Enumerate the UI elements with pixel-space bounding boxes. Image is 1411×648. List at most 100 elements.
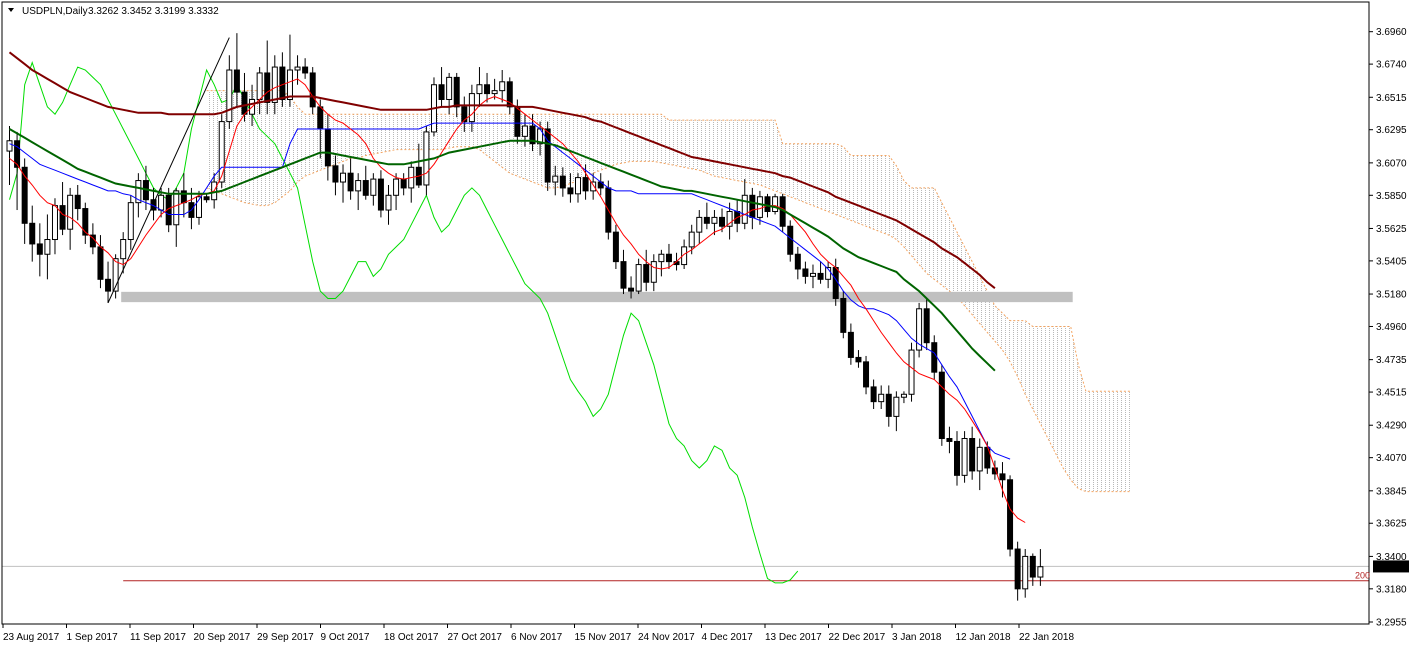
chikou-span	[9, 61, 799, 584]
candle	[643, 249, 650, 292]
candle	[309, 67, 316, 115]
candle-body	[105, 278, 112, 292]
candle	[203, 193, 210, 203]
candle-body	[1014, 548, 1021, 590]
x-tick-label: 15 Nov 2017	[575, 632, 632, 643]
candle	[938, 364, 945, 446]
candle	[385, 184, 392, 225]
candle	[82, 202, 89, 244]
candle-body	[294, 66, 301, 71]
candle-body	[931, 342, 938, 373]
candle	[196, 190, 202, 225]
candle	[6, 126, 13, 185]
candle-body	[650, 261, 657, 283]
candle-body	[385, 194, 392, 211]
candle-body	[21, 166, 28, 224]
candle-body	[446, 76, 453, 100]
candle-body	[916, 308, 923, 351]
kumo-span-a	[206, 146, 1132, 493]
candle-body	[628, 287, 635, 292]
candle-body	[241, 91, 248, 115]
y-tick-label: 3.6960	[1376, 27, 1407, 38]
x-tick-label: 20 Sep 2017	[194, 632, 251, 643]
y-tick-label: 3.3180	[1376, 584, 1407, 595]
candle-body	[900, 393, 907, 398]
candle-body	[559, 175, 566, 189]
candle	[817, 261, 824, 284]
candle	[658, 249, 665, 277]
candle-body	[908, 349, 915, 395]
candle-body	[832, 267, 839, 299]
candle	[302, 58, 309, 79]
candle-body	[324, 128, 331, 167]
candle-body	[514, 106, 521, 137]
candle	[809, 264, 816, 289]
candle-body	[976, 446, 983, 472]
y-tick-label: 3.5850	[1376, 191, 1407, 202]
candle	[362, 165, 369, 200]
candle-body	[6, 140, 13, 152]
x-tick-label: 1 Sep 2017	[67, 632, 119, 643]
candle-body	[726, 211, 733, 227]
candle-body	[461, 106, 468, 123]
candle-body	[521, 125, 528, 137]
candle-body	[938, 371, 945, 439]
candle-body	[499, 81, 506, 92]
candle-body	[612, 231, 619, 263]
candle-body	[923, 308, 930, 344]
candle	[476, 67, 483, 107]
y-tick-label: 3.6515	[1376, 93, 1407, 104]
candle	[355, 173, 362, 211]
candle	[772, 193, 779, 215]
y-tick-label: 3.3625	[1376, 519, 1407, 530]
candle-body	[203, 196, 210, 201]
candle-body	[36, 243, 43, 255]
candle-body	[567, 187, 574, 195]
candle	[703, 202, 710, 230]
candle-body	[711, 216, 718, 224]
candle-body	[44, 239, 51, 255]
candle	[1007, 475, 1014, 557]
candle-body	[1007, 479, 1014, 550]
candle-body	[97, 246, 104, 280]
candle-body	[302, 66, 309, 74]
candle-body	[529, 125, 536, 145]
y-tick-label: 3.6295	[1376, 125, 1407, 136]
candle	[961, 431, 968, 483]
candle	[393, 173, 400, 211]
candle	[135, 173, 142, 218]
candle-body	[180, 190, 187, 204]
candle-body	[855, 356, 862, 363]
candle	[74, 184, 81, 221]
candle-body	[173, 190, 180, 226]
candle	[544, 121, 551, 191]
candle-body	[870, 386, 877, 403]
candle-body	[233, 69, 240, 93]
candle-body	[696, 216, 703, 233]
price-marker: 3.3332	[1373, 560, 1409, 573]
candle-body	[506, 81, 513, 108]
candle-body	[681, 246, 688, 266]
candle	[377, 170, 384, 218]
candle	[44, 214, 51, 280]
candle	[1037, 549, 1044, 586]
candle-body	[817, 272, 824, 280]
candle	[453, 72, 460, 118]
level-200-label: 200	[1355, 571, 1370, 581]
y-tick-label: 3.4515	[1376, 388, 1407, 399]
y-tick-label: 3.6740	[1376, 60, 1407, 71]
candle	[506, 77, 513, 115]
candle	[67, 187, 74, 250]
candle	[430, 77, 437, 137]
candle-body	[749, 194, 756, 218]
candle-body	[719, 216, 726, 227]
candle	[29, 205, 36, 262]
candle	[173, 187, 180, 247]
candle	[271, 55, 278, 115]
candle-body	[878, 393, 885, 403]
candle-body	[999, 473, 1006, 481]
y-tick-label: 3.2955	[1376, 618, 1407, 629]
candle	[976, 438, 983, 491]
candle-body	[468, 93, 475, 123]
